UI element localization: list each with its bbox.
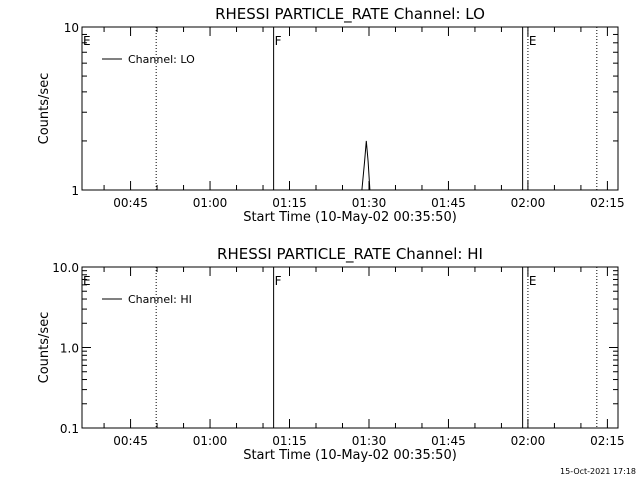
x-tick-label: 01:15 (272, 434, 307, 448)
chart-title: RHESSI PARTICLE_RATE Channel: HI (217, 245, 483, 264)
event-marker-label: E (83, 34, 91, 48)
y-axis-label: Counts/sec (37, 73, 52, 145)
y-axis-label: Counts/sec (37, 312, 52, 384)
panel-lo: RHESSI PARTICLE_RATE Channel: LO 1 10 00:45… (37, 5, 625, 225)
y-tick-label: 0.1 (60, 422, 79, 436)
y-tick-label: 10 (64, 21, 79, 35)
x-tick-label: 01:45 (431, 196, 466, 210)
x-tick-label: 02:15 (590, 196, 625, 210)
x-axis-label: Start Time (10-May-02 00:35:50) (243, 448, 457, 463)
x-tick-label: 01:15 (272, 196, 307, 210)
y-tick-label: 1.0 (60, 342, 79, 356)
x-tick-label: 01:30 (352, 434, 387, 448)
y-tick-label: 1 (71, 184, 79, 198)
plot-frame (81, 26, 619, 191)
timestamp: 15-Oct-2021 17:18 (560, 467, 636, 476)
x-tick-label: 01:30 (352, 196, 387, 210)
event-marker-label: E (529, 34, 537, 48)
plot-frame (81, 266, 619, 429)
event-marker-label: E (529, 274, 537, 288)
x-tick-label: 01:45 (431, 434, 466, 448)
x-tick-label: 01:00 (193, 196, 228, 210)
x-tick-label: 02:00 (511, 434, 546, 448)
legend-label: Channel: HI (128, 293, 192, 306)
x-tick-label: 01:00 (193, 434, 228, 448)
series-line (361, 140, 371, 191)
chart-title: RHESSI PARTICLE_RATE Channel: LO (215, 5, 485, 24)
event-marker-label: F (275, 34, 282, 48)
event-marker-label: F (275, 274, 282, 288)
x-tick-label: 00:45 (113, 434, 148, 448)
x-tick-label: 02:00 (511, 196, 546, 210)
y-tick-label: 10.0 (52, 261, 79, 275)
x-tick-label: 00:45 (113, 196, 148, 210)
event-marker-label: E (83, 274, 91, 288)
x-axis-label: Start Time (10-May-02 00:35:50) (243, 210, 457, 225)
panel-hi: RHESSI PARTICLE_RATE Channel: HI 0.1 1.0 10… (37, 245, 625, 463)
x-tick-label: 02:15 (590, 434, 625, 448)
legend-label: Channel: LO (128, 53, 195, 66)
